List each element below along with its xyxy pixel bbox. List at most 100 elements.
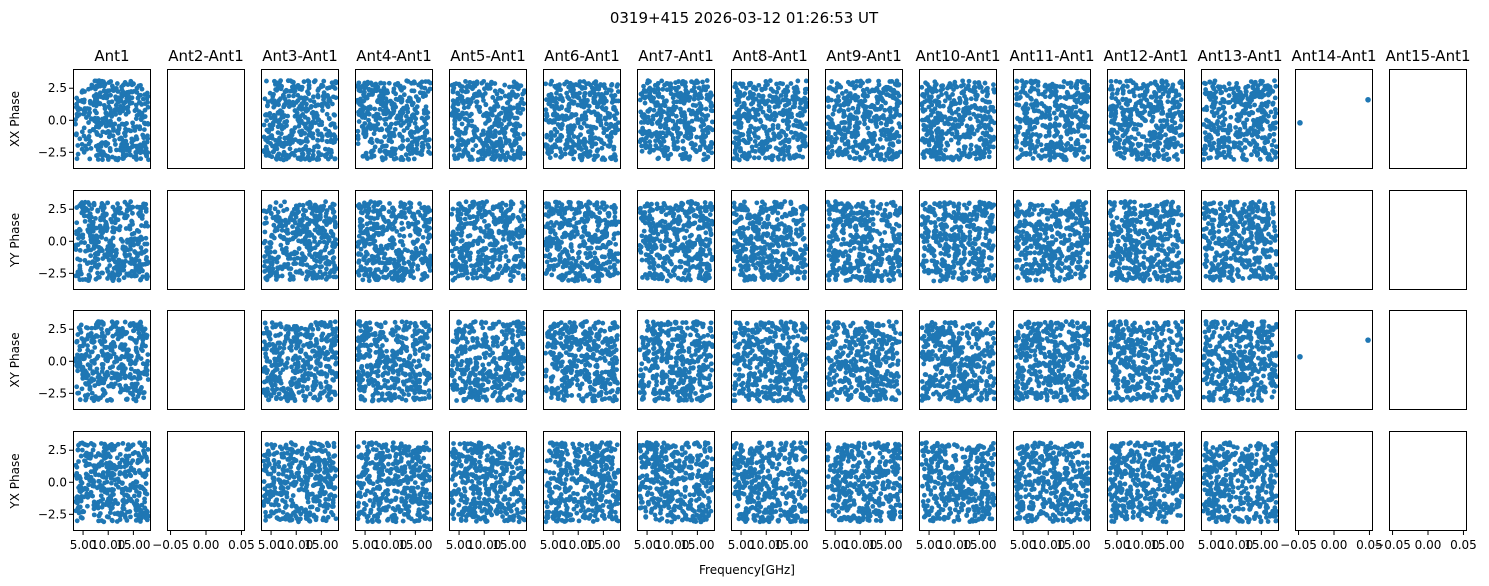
data-point <box>295 92 301 98</box>
data-point <box>1109 118 1115 124</box>
data-point <box>302 130 308 136</box>
panel-yy-phase-ant1: −2.50.02.5 <box>38 190 151 290</box>
panel-title-13: Ant13-Ant1 <box>1197 47 1282 65</box>
data-point <box>968 96 974 102</box>
data-point <box>586 129 592 134</box>
data-point <box>653 143 659 148</box>
data-point <box>413 116 419 122</box>
data-point <box>775 125 781 131</box>
data-point <box>847 154 852 160</box>
data-point <box>543 107 549 113</box>
data-point <box>133 116 139 122</box>
data-point <box>576 138 582 144</box>
data-point <box>144 272 150 278</box>
data-point <box>1238 131 1244 136</box>
data-point <box>517 152 522 158</box>
data-point <box>87 156 93 162</box>
data-point <box>1211 140 1217 146</box>
data-point <box>100 152 106 158</box>
data-point <box>426 137 432 143</box>
data-point <box>589 140 595 146</box>
data-point <box>887 79 893 84</box>
data-point <box>485 86 491 91</box>
data-point <box>976 123 982 129</box>
data-point <box>956 112 962 118</box>
data-point <box>74 111 80 117</box>
data-point <box>753 110 759 116</box>
data-point <box>1115 87 1121 93</box>
data-point <box>306 147 312 153</box>
data-point <box>786 144 792 150</box>
data-point <box>932 144 938 150</box>
scatter-points <box>73 78 151 163</box>
data-point <box>1173 93 1179 99</box>
data-point <box>94 83 99 89</box>
data-point <box>1150 114 1156 120</box>
data-point <box>595 115 601 121</box>
data-point <box>406 95 412 101</box>
data-point <box>1238 97 1244 103</box>
data-point <box>559 95 565 101</box>
data-point <box>132 108 138 114</box>
panel-grid: Ant1 Ant2-Ant1 Ant3-Ant1 Ant4-Ant1 Ant5-Ant1… <box>8 47 1477 552</box>
data-point <box>601 130 607 136</box>
data-point <box>948 137 954 143</box>
data-point <box>803 78 809 84</box>
data-point <box>282 135 288 141</box>
data-point <box>319 133 325 139</box>
data-point <box>326 115 332 121</box>
data-point <box>377 147 383 153</box>
data-point <box>946 129 952 135</box>
data-point <box>364 95 370 101</box>
data-point <box>614 84 620 89</box>
data-point <box>1216 146 1222 151</box>
row-label-1: XX Phase <box>8 91 22 147</box>
y-tick-label: 2.5 <box>48 81 67 95</box>
data-point <box>961 113 967 119</box>
data-point <box>109 83 115 89</box>
data-point <box>85 243 91 249</box>
data-point <box>657 130 663 136</box>
data-point <box>610 98 616 103</box>
data-point <box>366 86 372 92</box>
data-point <box>924 132 930 138</box>
data-point <box>298 114 303 119</box>
data-point <box>123 126 128 132</box>
data-point <box>1067 125 1073 131</box>
data-point <box>74 95 80 101</box>
data-point <box>291 93 296 99</box>
data-point <box>846 114 852 119</box>
data-point <box>569 88 574 93</box>
data-point <box>1068 80 1074 86</box>
data-point <box>825 98 831 104</box>
data-point <box>732 150 738 156</box>
data-point <box>1125 84 1130 89</box>
panel-xx-phase-ant15 <box>1389 69 1467 169</box>
data-point <box>386 132 392 138</box>
data-point <box>773 145 779 151</box>
data-point <box>771 117 777 123</box>
data-point <box>372 127 378 133</box>
data-point <box>319 137 325 143</box>
data-point <box>683 150 689 156</box>
data-point <box>1273 154 1278 160</box>
data-point <box>363 112 368 117</box>
data-point <box>1177 133 1183 138</box>
data-point <box>659 142 664 148</box>
data-point <box>128 89 134 94</box>
data-point <box>1062 95 1067 100</box>
data-point <box>647 139 653 145</box>
data-point <box>962 108 968 114</box>
data-point <box>398 99 404 105</box>
data-point <box>985 91 991 97</box>
data-point <box>1131 126 1137 132</box>
data-point <box>613 157 619 163</box>
data-point <box>1273 83 1279 89</box>
data-point <box>101 102 107 108</box>
data-point <box>747 129 753 135</box>
data-point <box>1175 157 1180 162</box>
data-point <box>797 147 803 153</box>
data-point <box>752 114 758 120</box>
data-point <box>1268 109 1274 115</box>
data-point <box>128 79 134 85</box>
